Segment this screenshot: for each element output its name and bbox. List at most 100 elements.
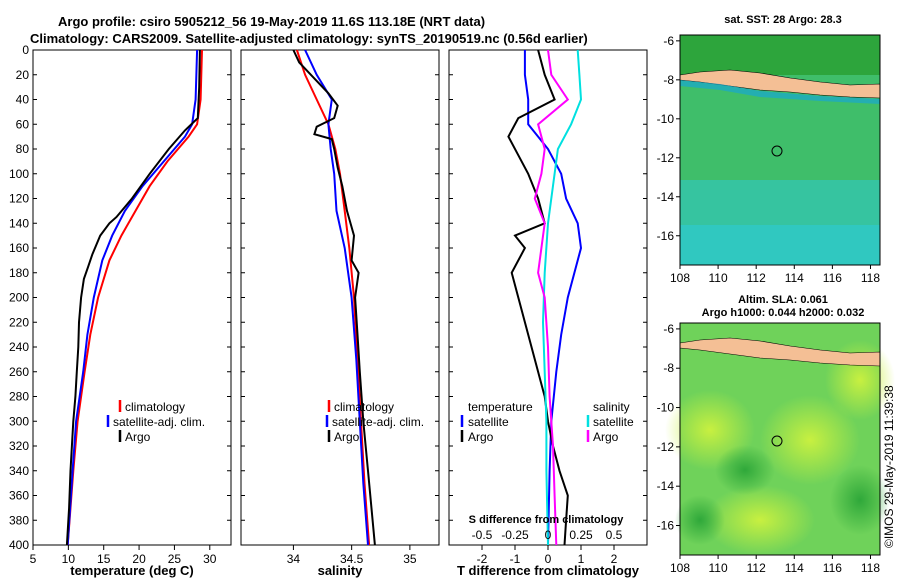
x-tick2-label-difference: -0.25 (501, 528, 529, 542)
difference-xlabel: T difference from climatology (457, 563, 640, 578)
map-x-tick-label: 118 (861, 271, 880, 285)
depth-tick-label: 40 (16, 93, 30, 107)
header-line-1: Argo profile: csiro 5905212_56 19-May-20… (58, 14, 485, 29)
map-x-tick-label: 116 (823, 561, 842, 575)
series-line-temperature-2 (65, 49, 201, 546)
map-y-tick-label: -12 (657, 440, 675, 454)
sla-map-axes: 108 110 112 114 116 118 -6 -8 -10 -12 -14 -16 (657, 322, 881, 575)
depth-axis: 0 20 40 60 80 100 120 140 160 180 200 220 240 260 280 3… (9, 43, 29, 552)
legend-satellite-adj: satellite-adj. clim. (113, 415, 205, 429)
x-tick-label-temperature: 5 (30, 552, 37, 566)
series-line-temperature-0 (66, 49, 203, 546)
depth-tick-label: 20 (16, 68, 30, 82)
x-tick-label-temperature: 30 (203, 552, 217, 566)
temperature-series (65, 49, 203, 546)
header-line-2: Climatology: CARS2009. Satellite-adjuste… (30, 31, 588, 46)
depth-tick-label: 80 (16, 142, 30, 156)
sst-map-southern-cool (680, 225, 880, 265)
x-tick-label-difference: 2 (611, 552, 618, 566)
temperature-panel-frame (32, 49, 232, 546)
map-x-tick-label: 112 (747, 561, 766, 575)
sla-map (665, 322, 895, 556)
x-tick-label-temperature: 15 (97, 552, 111, 566)
map-y-tick-label: -10 (657, 112, 675, 126)
sla-map-frame (679, 322, 881, 556)
legend-s-satellite: satellite (593, 415, 634, 429)
depth-tick-label: 140 (9, 216, 29, 230)
depth-tick-label: 100 (9, 167, 29, 181)
temperature-x-axis: 5 10 15 20 25 30 (30, 49, 231, 566)
depth-tick-label: 260 (9, 365, 29, 379)
map-y-tick-label: -14 (657, 479, 675, 493)
x-tick-label-difference: -1 (510, 552, 521, 566)
legend-s-argo: Argo (593, 430, 619, 444)
sla-map-subtitle: Argo h1000: 0.044 h2000: 0.032 (702, 307, 865, 319)
map-y-tick-label: -14 (657, 190, 675, 204)
map-x-tick-label: 114 (785, 271, 804, 285)
depth-tick-label: 320 (9, 439, 29, 453)
map-y-tick-label: -16 (657, 519, 675, 533)
series-line-salinity-2 (292, 49, 376, 546)
depth-tick-label: 220 (9, 315, 29, 329)
depth-tick-label: 0 (22, 43, 29, 57)
depth-tick-label: 240 (9, 340, 29, 354)
x-tick-label-difference: 0 (545, 552, 552, 566)
sla-low-patch (830, 465, 890, 535)
x-tick2-label-difference: 0 (545, 528, 552, 542)
depth-tick-label: 280 (9, 390, 29, 404)
difference-x-axis: -2 -1 0 1 2 -0.5 -0.25 0 0.25 0.5 (449, 49, 647, 566)
sla-argo-marker (771, 435, 783, 447)
depth-tick-label: 380 (9, 513, 29, 527)
map-x-tick-label: 116 (823, 271, 842, 285)
x-tick-label-difference: -2 (477, 552, 488, 566)
series-line-difference-3 (533, 49, 570, 546)
series-line-difference-2 (541, 49, 583, 546)
map-y-tick-label: -6 (663, 322, 674, 336)
series-line-salinity-0 (295, 49, 371, 546)
x-tick-label-temperature: 20 (132, 552, 146, 566)
x-tick-label-salinity: 34 (287, 552, 301, 566)
temperature-xlabel: temperature (deg C) (70, 563, 194, 578)
legend-t-argo: Argo (468, 430, 494, 444)
legend-salinity-title: salinity (593, 400, 630, 414)
salinity-series (292, 49, 376, 546)
difference-legend: temperature satellite Argo salinity sate… (460, 400, 634, 444)
temperature-legend: climatology satellite-adj. clim. Argo (106, 400, 205, 444)
map-x-tick-label: 114 (785, 561, 804, 575)
map-x-tick-label: 108 (670, 561, 690, 575)
depth-tick-label: 360 (9, 489, 29, 503)
salinity-x-axis: 34 34.5 35 (241, 49, 439, 566)
depth-tick-label: 300 (9, 414, 29, 428)
difference-panel-frame (448, 49, 648, 546)
sla-map-title: Altim. SLA: 0.061 (738, 294, 828, 306)
sla-high-patch (705, 485, 815, 555)
series-line-temperature-1 (66, 49, 199, 546)
x-tick2-label-difference: 0.5 (606, 528, 623, 542)
map-x-tick-label: 112 (747, 271, 766, 285)
map-y-tick-label: -10 (657, 401, 675, 415)
sla-low-patch (675, 495, 725, 545)
sst-map-title: sat. SST: 28 Argo: 28.3 (724, 14, 842, 26)
x-tick2-label-difference: -0.5 (472, 528, 493, 542)
series-line-difference-1 (507, 49, 569, 546)
map-x-tick-label: 110 (709, 561, 728, 575)
legend-climatology: climatology (334, 400, 394, 414)
coastal-waters (680, 80, 880, 104)
map-x-tick-label: 118 (861, 561, 880, 575)
sst-argo-marker (771, 145, 783, 157)
sst-map-frame (679, 34, 881, 266)
depth-tick-label: 160 (9, 241, 29, 255)
x-tick-label-salinity: 34.5 (340, 552, 364, 566)
difference-series (507, 49, 583, 546)
legend-t-satellite: satellite (468, 415, 509, 429)
series-line-salinity-1 (304, 49, 369, 546)
depth-tick-label: 60 (16, 117, 30, 131)
x-tick-label-salinity: 35 (403, 552, 417, 566)
imos-credit: ©IMOS 29-May-2019 11:39:38 (882, 385, 896, 548)
legend-argo: Argo (125, 430, 151, 444)
sst-map-axes: 108 110 112 114 116 118 -6 -8 -10 -12 -14 -16 (657, 34, 881, 285)
depth-tick-label: 200 (9, 291, 29, 305)
depth-tick-label: 400 (9, 538, 29, 552)
depth-tick-label: 180 (9, 266, 29, 280)
